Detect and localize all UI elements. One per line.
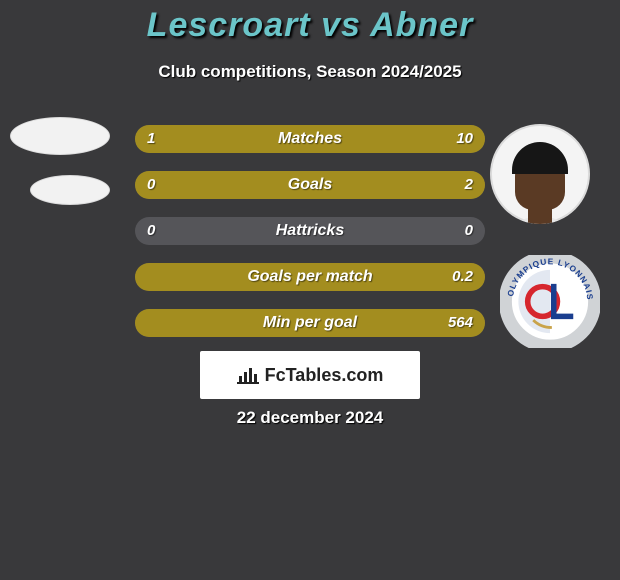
brand-badge[interactable]: FcTables.com	[200, 351, 420, 399]
title-player2: Abner	[370, 6, 473, 44]
avatar-placeholder-1	[10, 117, 110, 155]
title-player1: Lescroart	[147, 6, 311, 44]
title-vs: vs	[311, 6, 370, 44]
stat-value-left: 0	[147, 217, 155, 245]
stat-row: Min per goal564	[135, 309, 485, 337]
stat-row: Goals0 2	[135, 171, 485, 199]
avatar-placeholder-2	[30, 175, 110, 205]
stat-value-right: 10	[456, 125, 473, 153]
stat-value-left: 0	[147, 171, 155, 199]
club-badge-ol: OLYMPIQUE LYONNAIS	[500, 255, 600, 348]
stat-value-right: 0	[465, 217, 473, 245]
page-title: Lescroart vs Abner	[0, 6, 620, 45]
stat-label: Goals per match	[135, 263, 485, 291]
generated-date: 22 december 2024	[0, 408, 620, 428]
subtitle: Club competitions, Season 2024/2025	[0, 62, 620, 82]
stat-row: Goals per match0.2	[135, 263, 485, 291]
avatar-player2	[490, 124, 590, 224]
stat-value-left: 1	[147, 125, 155, 153]
stat-value-right: 564	[448, 309, 473, 337]
stat-label: Hattricks	[135, 217, 485, 245]
stat-row: Matches1 10	[135, 125, 485, 153]
stat-bars: Matches110Goals02Hattricks00Goals per ma…	[135, 125, 485, 355]
stat-value-right: 0.2	[452, 263, 473, 291]
stat-label: Goals	[135, 171, 485, 199]
stat-label: Min per goal	[135, 309, 485, 337]
canvas: Lescroart vs Abner Club competitions, Se…	[0, 0, 620, 580]
bar-chart-icon	[237, 366, 259, 384]
stat-value-right: 2	[465, 171, 473, 199]
avatar-hair	[512, 142, 568, 174]
stat-row: Hattricks0 0	[135, 217, 485, 245]
stat-label: Matches	[135, 125, 485, 153]
brand-text: FcTables.com	[265, 365, 384, 386]
